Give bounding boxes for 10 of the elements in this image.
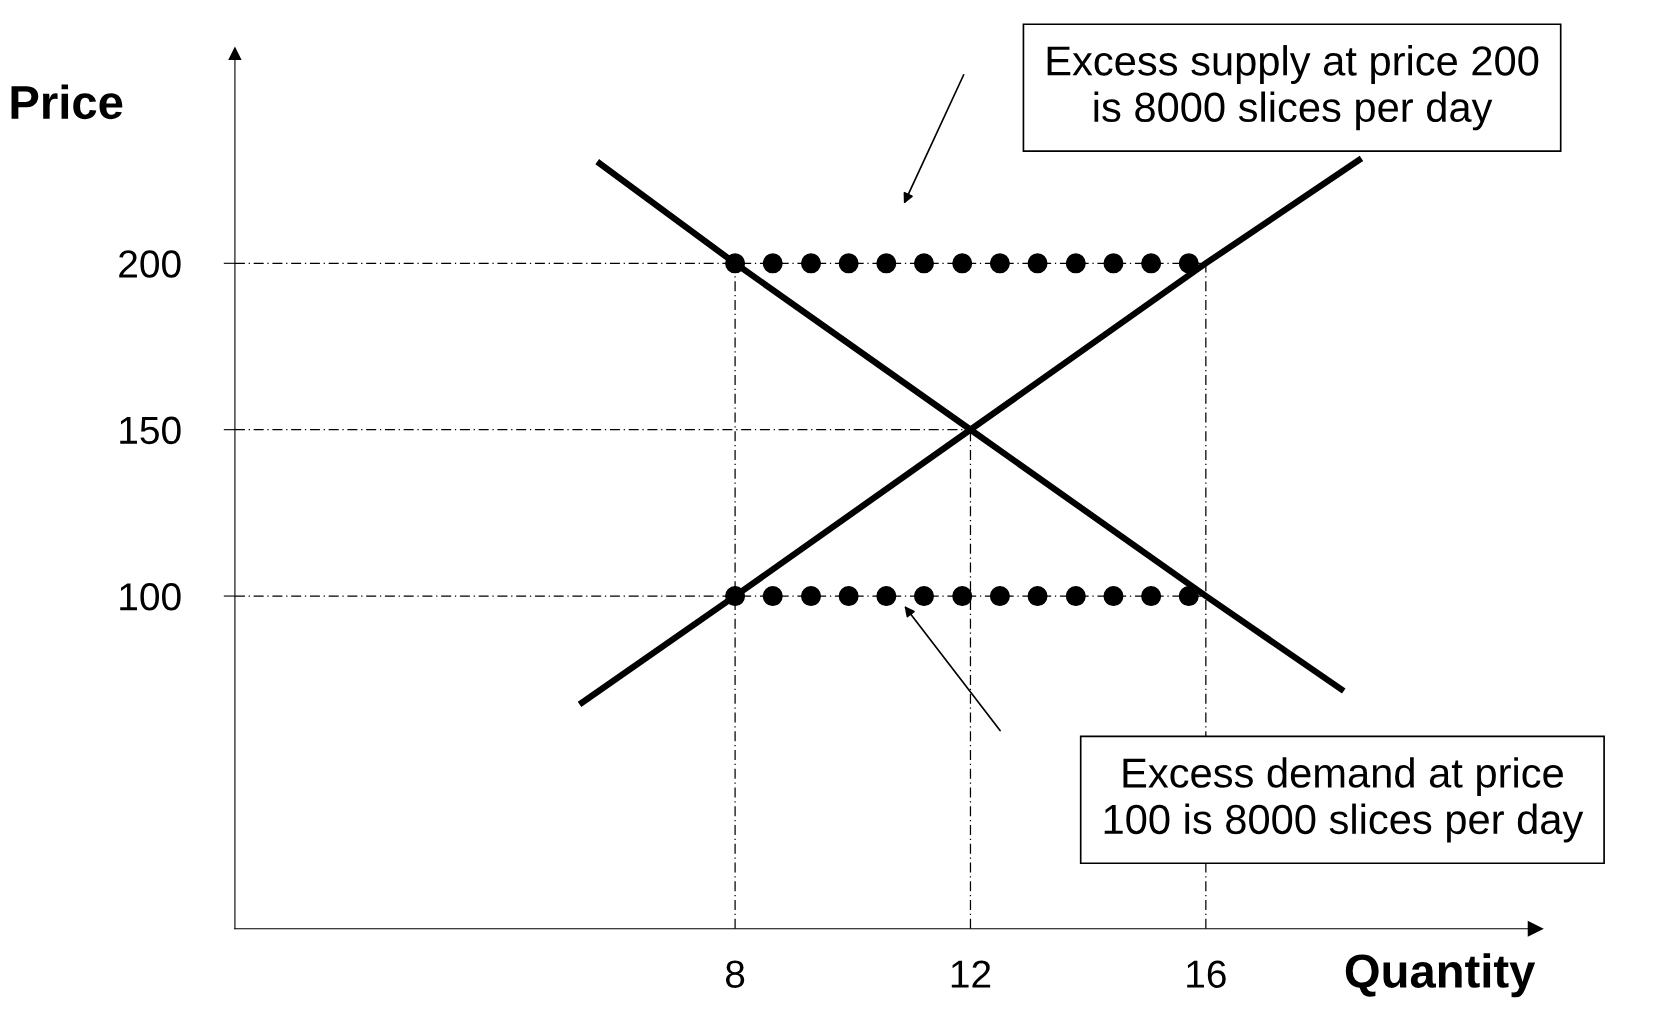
x-tick-label: 16 bbox=[1187, 960, 1226, 988]
x-tick-label: 8 bbox=[725, 960, 745, 988]
y-tick-label: 150 bbox=[120, 416, 181, 445]
y-axis-title: Price bbox=[11, 84, 123, 120]
y-tick-label: 200 bbox=[119, 250, 181, 278]
x-axis-title: Quantity bbox=[1345, 953, 1536, 998]
annotation: Excess supply at price 200 is 8000 slices per day bbox=[1047, 45, 1539, 131]
x-tick-label: 12 bbox=[951, 960, 991, 988]
annotation: Excess demand at price 100 is 8000 slices per day bbox=[1104, 757, 1584, 843]
y-tick-label: 100 bbox=[120, 582, 181, 611]
